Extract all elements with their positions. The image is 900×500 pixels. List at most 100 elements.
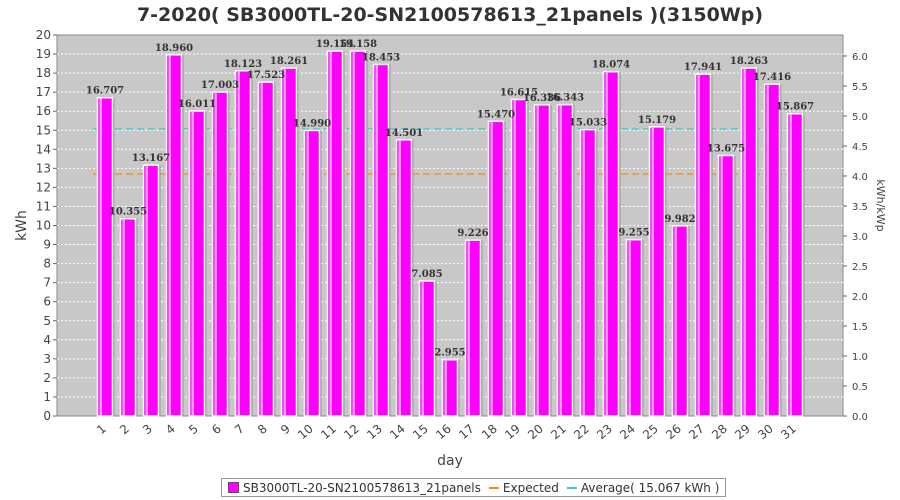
- x-axis-title: day: [437, 453, 463, 469]
- bar: [579, 128, 598, 417]
- bar-highlight: [191, 111, 194, 415]
- y-right-tick-label: 3.0: [852, 232, 868, 243]
- bar: [211, 91, 230, 417]
- bar-highlight: [375, 65, 378, 416]
- y-tick-label: 10: [36, 219, 51, 233]
- x-tick-label: 30: [755, 422, 776, 443]
- x-tick-label: 5: [186, 422, 201, 438]
- bar-highlight: [214, 93, 217, 416]
- bar: [786, 112, 805, 417]
- bar-value-label: 13.675: [707, 143, 745, 154]
- bar-value-label: 17.416: [753, 72, 791, 83]
- bar-highlight: [352, 52, 355, 415]
- bar: [395, 139, 414, 417]
- bar-highlight: [720, 156, 723, 415]
- y-tick-label: 11: [36, 199, 51, 213]
- bar: [418, 280, 437, 417]
- bar-value-label: 9.226: [457, 228, 488, 239]
- data-labels: 16.707 10.355 13.167 18.960 16.011 17.003 18.1…: [86, 39, 814, 359]
- x-tick-label: 11: [318, 422, 339, 443]
- bar: [648, 126, 667, 417]
- bar-value-label: 16.011: [178, 99, 216, 110]
- y-tick-label: 0: [43, 409, 51, 423]
- y-tick-label: 9: [43, 238, 51, 252]
- y-tick-label: 1: [43, 390, 51, 404]
- y-right-tick-label: 4.5: [852, 142, 868, 153]
- bar-value-label: 18.453: [362, 52, 400, 63]
- bar-value-label: 15.179: [638, 115, 676, 126]
- legend-swatch-average: [566, 486, 577, 489]
- bar-value-label: 13.167: [132, 153, 170, 164]
- x-tick-label: 20: [525, 422, 546, 443]
- x-tick-label: 23: [594, 422, 615, 443]
- bar-highlight: [260, 83, 263, 415]
- bar: [556, 103, 575, 417]
- x-tick-label: 17: [456, 422, 477, 443]
- bar: [119, 217, 138, 417]
- bar-highlight: [122, 219, 125, 415]
- y-tick-label: 14: [36, 142, 51, 156]
- bar-value-label: 17.523: [247, 70, 285, 81]
- bar-highlight: [605, 72, 608, 415]
- bar-highlight: [237, 71, 240, 416]
- bar-highlight: [283, 69, 286, 415]
- y-tick-label: 20: [36, 28, 51, 42]
- x-tick-label: 15: [410, 422, 431, 443]
- bar-highlight: [145, 166, 148, 415]
- bar: [625, 238, 644, 417]
- bar: [602, 70, 621, 417]
- y-right-tick-label: 2.0: [852, 292, 868, 303]
- bar: [694, 73, 713, 417]
- x-tick-label: 31: [778, 422, 799, 443]
- x-axis: 1 2 3 4 5 6 7 8 9 10 11 12 13 14 15 16 17 18 19 20 21 22 23 24 2…: [94, 422, 799, 443]
- bar: [349, 50, 368, 417]
- x-tick-label: 1: [94, 422, 109, 438]
- x-tick-label: 19: [502, 422, 523, 443]
- y-tick-label: 7: [43, 276, 51, 290]
- legend: SB3000TL-20-SN2100578613_21panels Expect…: [221, 478, 727, 497]
- bar-value-label: 17.003: [201, 80, 239, 91]
- bar-value-label: 10.355: [109, 207, 147, 218]
- bar-highlight: [398, 140, 401, 415]
- x-tick-label: 25: [640, 422, 661, 443]
- bar: [464, 239, 483, 417]
- y-tick-label: 6: [43, 295, 51, 309]
- bar-value-label: 9.255: [618, 228, 649, 239]
- bar-highlight: [628, 240, 631, 415]
- legend-label-average: Average( 15.067 kWh ): [580, 480, 720, 495]
- bar-value-label: 16.707: [86, 86, 124, 97]
- legend-label-series: SB3000TL-20-SN2100578613_21panels: [243, 480, 481, 495]
- x-tick-label: 14: [387, 422, 408, 443]
- y-axis-right: 0.0 0.5 1.0 1.5 2.0 2.5 3.0 3.5 4.0 4.5 5.0 5.5 6.0: [843, 52, 868, 423]
- legend-label-expected: Expected: [502, 480, 559, 495]
- bar: [326, 50, 345, 417]
- bar: [487, 120, 506, 417]
- bar-value-label: 15.867: [776, 102, 814, 113]
- bar: [165, 54, 184, 417]
- bar-highlight: [421, 282, 424, 415]
- bar-value-label: 15.470: [477, 109, 515, 120]
- reference-lines: [93, 128, 806, 175]
- bar-highlight: [536, 105, 539, 416]
- x-tick-label: 21: [548, 422, 569, 443]
- bar-value-label: 18.261: [270, 56, 308, 67]
- y-tick-label: 5: [43, 314, 51, 328]
- legend-item-average: Average( 15.067 kWh ): [566, 480, 720, 495]
- x-tick-label: 27: [686, 422, 707, 443]
- bar: [740, 67, 759, 417]
- legend-item-series: SB3000TL-20-SN2100578613_21panels: [228, 481, 481, 495]
- bar-highlight: [168, 55, 171, 415]
- legend-item-expected: Expected: [488, 480, 559, 495]
- y-tick-label: 4: [43, 333, 51, 347]
- bar: [257, 81, 276, 417]
- bar-highlight: [559, 105, 562, 416]
- bar-highlight: [582, 130, 585, 416]
- bars: [96, 50, 805, 417]
- y-tick-label: 8: [43, 257, 51, 271]
- bar: [763, 83, 782, 417]
- y-right-tick-label: 5.0: [852, 112, 868, 123]
- x-tick-label: 3: [140, 422, 155, 438]
- y-tick-label: 19: [36, 47, 51, 61]
